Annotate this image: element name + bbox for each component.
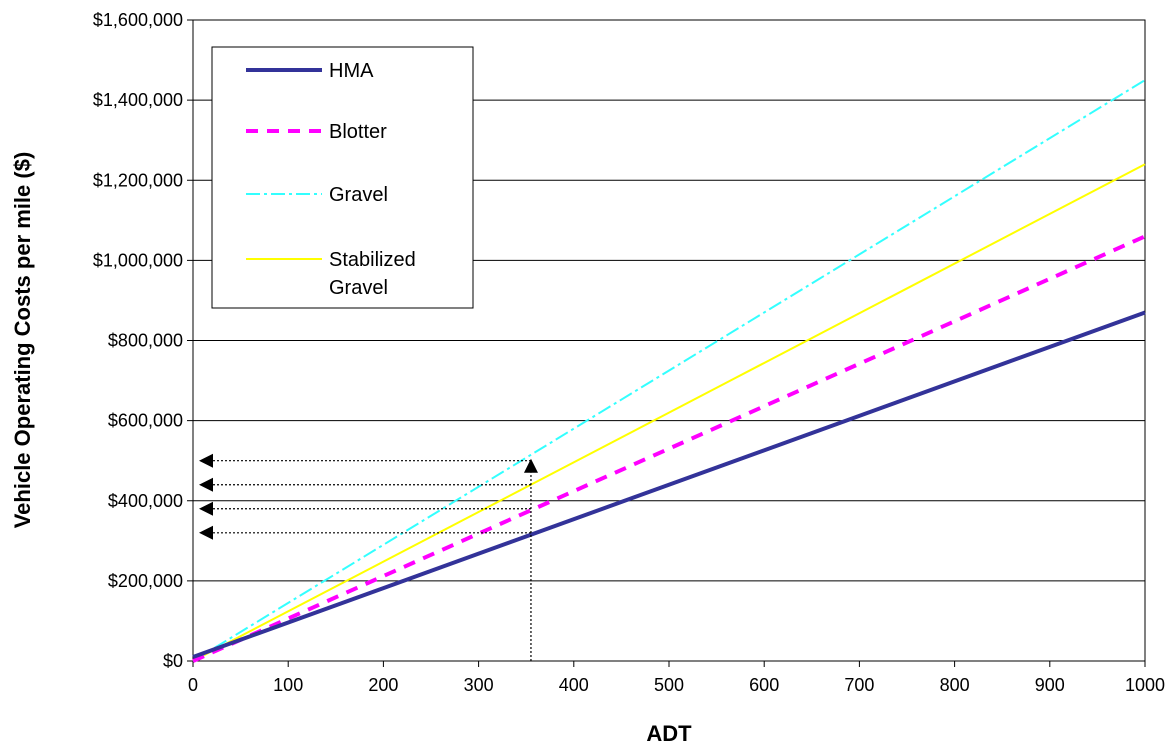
reference-annotations bbox=[199, 453, 538, 661]
up-arrowhead bbox=[523, 458, 538, 473]
series-line-stabilized-gravel bbox=[192, 163, 1146, 662]
y-tick-label: $800,000 bbox=[108, 331, 183, 351]
legend-label: HMA bbox=[329, 60, 374, 82]
series-line-gravel bbox=[192, 79, 1146, 662]
x-tick-label: 600 bbox=[749, 675, 779, 695]
x-tick-label: 800 bbox=[940, 675, 970, 695]
x-tick-label: 300 bbox=[464, 675, 494, 695]
left-arrowhead bbox=[199, 477, 213, 492]
y-tick-label: $600,000 bbox=[108, 411, 183, 431]
legend-label: Stabilized bbox=[329, 249, 416, 271]
legend-label: Gravel bbox=[329, 184, 388, 206]
x-tick-label: 400 bbox=[559, 675, 589, 695]
y-tick-label: $1,200,000 bbox=[93, 170, 183, 190]
legend-label: Gravel bbox=[329, 277, 388, 299]
y-axis-title: Vehicle Operating Costs per mile ($) bbox=[10, 152, 35, 529]
x-tick-label: 200 bbox=[368, 675, 398, 695]
x-tick-label: 100 bbox=[273, 675, 303, 695]
series-lines bbox=[192, 79, 1146, 663]
x-axis-ticks: 0 100 200 300 400 500 600 700 800 900 1000 bbox=[188, 661, 1165, 695]
x-tick-label: 500 bbox=[654, 675, 684, 695]
series-line-blotter bbox=[192, 234, 1146, 663]
left-arrowhead bbox=[199, 453, 213, 468]
x-tick-label: 0 bbox=[188, 675, 198, 695]
y-axis-ticks: $0 $200,000 $400,000 $600,000 $800,000 $1,000… bbox=[93, 10, 193, 671]
y-tick-label: $200,000 bbox=[108, 571, 183, 591]
legend-box bbox=[211, 46, 474, 309]
left-arrowhead bbox=[199, 525, 213, 540]
y-tick-label: $1,000,000 bbox=[93, 250, 183, 270]
y-tick-label: $1,400,000 bbox=[93, 90, 183, 110]
x-tick-label: 700 bbox=[844, 675, 874, 695]
left-arrowhead bbox=[199, 501, 213, 516]
x-axis-title: ADT bbox=[646, 721, 692, 746]
legend: HMA Blotter Gravel Stabilized Gravel bbox=[211, 46, 474, 309]
y-tick-label: $1,600,000 bbox=[93, 10, 183, 30]
legend-label: Blotter bbox=[329, 121, 387, 143]
y-tick-label: $400,000 bbox=[108, 491, 183, 511]
x-tick-label: 900 bbox=[1035, 675, 1065, 695]
x-tick-label: 1000 bbox=[1125, 675, 1165, 695]
y-tick-label: $0 bbox=[163, 651, 183, 671]
series-line-hma bbox=[192, 310, 1146, 659]
